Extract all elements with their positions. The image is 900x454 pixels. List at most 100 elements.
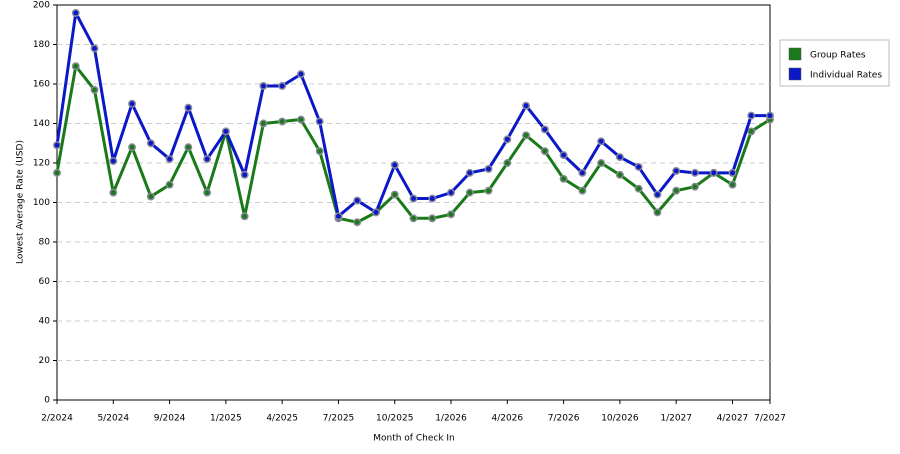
data-point bbox=[90, 85, 99, 94]
data-point bbox=[615, 170, 624, 179]
data-point bbox=[484, 164, 493, 173]
data-point bbox=[90, 44, 99, 53]
data-point bbox=[484, 186, 493, 195]
data-point bbox=[296, 70, 305, 79]
data-point bbox=[503, 159, 512, 167]
data-point bbox=[522, 101, 531, 110]
data-point bbox=[447, 188, 455, 197]
data-point bbox=[465, 188, 474, 197]
data-point bbox=[146, 192, 155, 201]
data-point bbox=[259, 119, 268, 128]
data-point bbox=[353, 218, 362, 227]
data-point bbox=[390, 190, 399, 199]
data-point bbox=[128, 143, 137, 152]
x-tick-label: 4/2026 bbox=[491, 414, 523, 424]
data-point bbox=[747, 127, 756, 136]
data-point bbox=[597, 159, 606, 167]
data-point bbox=[540, 125, 549, 134]
x-tick-label: 1/2026 bbox=[435, 414, 467, 424]
data-point bbox=[109, 157, 118, 165]
legend-swatch bbox=[788, 67, 802, 81]
data-point bbox=[559, 174, 568, 183]
data-point bbox=[578, 168, 587, 177]
y-tick-label: 180 bbox=[33, 40, 50, 50]
y-tick-label: 60 bbox=[39, 277, 51, 287]
y-tick-label: 120 bbox=[33, 159, 50, 169]
data-point bbox=[203, 188, 212, 197]
data-point bbox=[690, 182, 699, 191]
data-point bbox=[540, 147, 549, 156]
data-point bbox=[597, 137, 606, 146]
data-point bbox=[653, 208, 662, 217]
data-point bbox=[409, 194, 418, 203]
data-point bbox=[372, 208, 380, 217]
data-point bbox=[766, 111, 774, 120]
x-tick-label: 4/2025 bbox=[266, 414, 298, 424]
y-tick-label: 160 bbox=[33, 80, 50, 90]
x-axis-label: Month of Check In bbox=[373, 434, 455, 444]
data-point bbox=[390, 161, 399, 169]
data-point bbox=[522, 131, 531, 140]
data-point bbox=[465, 168, 474, 177]
x-tick-label: 7/2027 bbox=[754, 414, 786, 424]
data-point bbox=[53, 141, 61, 150]
data-point bbox=[146, 139, 155, 148]
data-point bbox=[709, 168, 718, 177]
data-point bbox=[559, 151, 568, 160]
x-tick-label: 4/2027 bbox=[717, 414, 749, 424]
data-point bbox=[315, 147, 324, 156]
x-tick-label: 1/2027 bbox=[660, 414, 692, 424]
x-tick-label: 7/2025 bbox=[323, 414, 355, 424]
data-point bbox=[409, 214, 418, 223]
data-point bbox=[690, 168, 699, 177]
data-point bbox=[634, 163, 643, 171]
x-tick-label: 9/2024 bbox=[154, 414, 186, 424]
data-point bbox=[578, 186, 587, 195]
legend-label: Group Rates bbox=[810, 51, 866, 61]
y-tick-label: 20 bbox=[39, 356, 51, 366]
data-point bbox=[221, 127, 230, 136]
y-tick-label: 100 bbox=[33, 198, 50, 208]
data-point bbox=[503, 135, 512, 144]
data-point bbox=[71, 8, 80, 17]
y-tick-label: 200 bbox=[33, 1, 50, 11]
data-point bbox=[747, 111, 756, 120]
data-point bbox=[184, 143, 193, 152]
data-point bbox=[353, 196, 362, 205]
data-point bbox=[165, 155, 174, 164]
data-point bbox=[334, 212, 343, 221]
data-point bbox=[184, 103, 193, 112]
y-tick-label: 140 bbox=[33, 119, 50, 129]
data-point bbox=[315, 117, 324, 126]
data-point bbox=[109, 188, 118, 197]
data-point bbox=[165, 180, 174, 189]
data-point bbox=[615, 153, 624, 162]
data-point bbox=[634, 184, 643, 193]
x-tick-label: 10/2026 bbox=[601, 414, 639, 424]
x-tick-label: 2/2024 bbox=[41, 414, 73, 424]
y-tick-label: 0 bbox=[44, 396, 50, 406]
data-point bbox=[672, 186, 681, 195]
y-tick-label: 80 bbox=[39, 238, 51, 248]
data-point bbox=[428, 194, 437, 203]
x-tick-label: 5/2024 bbox=[97, 414, 129, 424]
data-point bbox=[728, 168, 737, 177]
legend-swatch bbox=[788, 47, 802, 61]
y-tick-label: 40 bbox=[39, 317, 51, 327]
data-point bbox=[240, 212, 249, 221]
x-tick-label: 1/2025 bbox=[210, 414, 242, 424]
y-axis-label: Lowest Average Rate (USD) bbox=[16, 140, 26, 264]
data-point bbox=[259, 82, 268, 90]
data-point bbox=[653, 190, 662, 199]
data-point bbox=[672, 166, 681, 175]
data-point bbox=[278, 117, 287, 126]
legend-label: Individual Rates bbox=[810, 71, 882, 81]
data-point bbox=[71, 62, 80, 71]
data-point bbox=[278, 82, 287, 90]
data-point bbox=[728, 180, 737, 189]
data-point bbox=[240, 170, 249, 179]
x-tick-label: 10/2025 bbox=[376, 414, 413, 424]
data-point bbox=[53, 168, 61, 177]
x-tick-label: 7/2026 bbox=[548, 414, 580, 424]
